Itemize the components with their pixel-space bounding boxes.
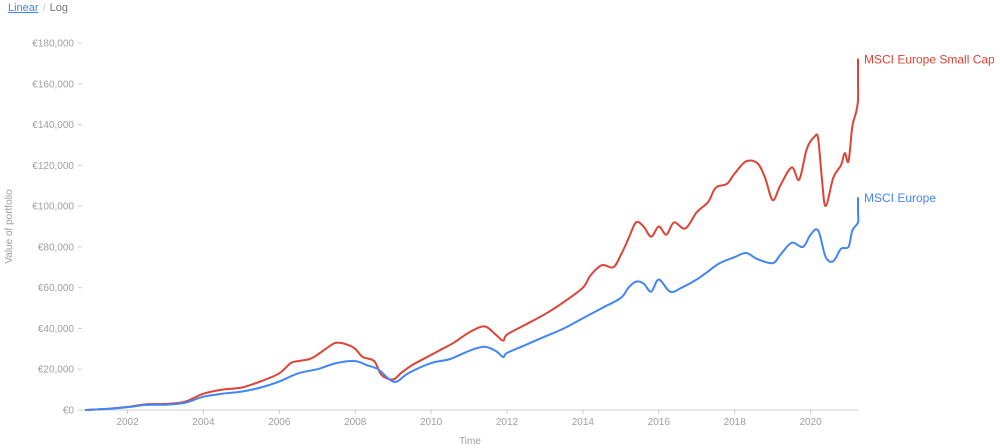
- y-tick-label: €180,000: [32, 39, 74, 50]
- y-tick-label: €20,000: [38, 365, 75, 376]
- x-tick-label: 2008: [344, 417, 367, 428]
- x-tick-label: 2002: [116, 417, 139, 428]
- linear-scale-link[interactable]: Linear: [8, 2, 39, 14]
- x-tick-label: 2004: [192, 417, 215, 428]
- y-tick-label: €120,000: [32, 161, 74, 172]
- y-tick-label: €160,000: [32, 79, 74, 90]
- series-line-1: [84, 197, 860, 411]
- x-axis-title: Time: [459, 436, 481, 447]
- x-tick-label: 2020: [799, 417, 822, 428]
- x-tick-label: 2018: [724, 417, 747, 428]
- x-tick-label: 2014: [572, 417, 595, 428]
- y-tick-label: €80,000: [38, 242, 75, 253]
- y-tick-label: €100,000: [32, 202, 74, 213]
- y-tick-label: €40,000: [38, 324, 75, 335]
- toggle-separator: /: [42, 2, 46, 14]
- y-tick-label: €60,000: [38, 283, 75, 294]
- series-label-1: MSCI Europe: [864, 191, 936, 205]
- x-tick-label: 2016: [648, 417, 671, 428]
- series-line-0: [84, 58, 860, 411]
- log-scale-link[interactable]: Log: [49, 2, 68, 14]
- scale-toggle: Linear / Log: [8, 2, 68, 14]
- y-tick-label: €0: [63, 406, 75, 417]
- y-tick-label: €140,000: [32, 120, 74, 131]
- y-axis-title: Value of portfolio: [4, 189, 15, 264]
- series-label-0: MSCI Europe Small Cap: [864, 52, 995, 66]
- x-tick-label: 2010: [420, 417, 443, 428]
- x-tick-label: 2012: [496, 417, 519, 428]
- x-tick-label: 2006: [268, 417, 291, 428]
